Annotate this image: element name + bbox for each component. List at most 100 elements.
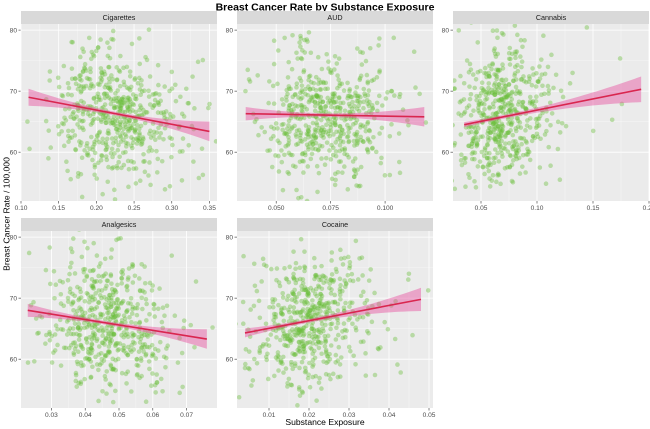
- data-point: [242, 365, 248, 371]
- data-point: [113, 342, 119, 347]
- data-point: [69, 66, 75, 71]
- data-point: [49, 333, 55, 339]
- data-point: [329, 272, 335, 277]
- data-point: [273, 153, 278, 158]
- data-point: [298, 44, 303, 49]
- data-point: [367, 139, 373, 145]
- data-point: [327, 285, 332, 291]
- data-point: [301, 68, 307, 73]
- data-point: [160, 305, 166, 311]
- data-point: [544, 128, 549, 134]
- data-point: [73, 343, 79, 349]
- data-point: [495, 139, 501, 145]
- data-point: [108, 101, 114, 107]
- data-point: [503, 141, 508, 146]
- data-point: [70, 111, 76, 117]
- data-point: [106, 307, 111, 312]
- data-point: [142, 120, 148, 126]
- data-point: [135, 80, 141, 86]
- data-point: [169, 86, 175, 91]
- data-point: [285, 169, 290, 175]
- data-point: [324, 140, 330, 145]
- data-point: [86, 321, 92, 327]
- data-point: [514, 147, 519, 153]
- data-point: [299, 389, 305, 394]
- panel-data: [237, 236, 431, 408]
- data-point: [155, 156, 161, 162]
- data-point: [100, 388, 105, 394]
- data-point: [318, 277, 324, 282]
- data-point: [496, 133, 502, 138]
- data-point: [110, 356, 116, 362]
- data-point: [285, 293, 291, 299]
- data-point: [307, 308, 313, 313]
- data-point: [486, 91, 491, 96]
- data-point: [195, 59, 201, 65]
- data-point: [294, 277, 300, 283]
- data-point: [103, 271, 109, 277]
- data-point: [151, 103, 157, 109]
- data-point: [522, 38, 527, 43]
- data-point: [88, 66, 93, 71]
- data-point: [246, 327, 251, 333]
- data-point: [299, 339, 304, 344]
- data-point: [73, 370, 79, 376]
- data-point: [311, 80, 317, 86]
- data-point: [81, 84, 86, 89]
- data-point: [170, 114, 176, 119]
- data-point: [87, 308, 93, 313]
- data-point: [321, 274, 327, 279]
- data-point: [338, 247, 343, 253]
- data-point: [139, 345, 144, 351]
- data-point: [90, 144, 96, 150]
- data-point: [137, 132, 142, 138]
- data-point: [309, 326, 315, 332]
- data-point: [469, 151, 475, 156]
- data-point: [327, 351, 332, 357]
- data-point: [356, 183, 362, 189]
- data-point: [619, 101, 625, 107]
- data-point: [504, 94, 510, 99]
- data-point: [493, 72, 499, 78]
- data-point: [185, 100, 191, 106]
- data-point: [271, 61, 277, 67]
- data-point: [337, 286, 343, 292]
- data-point: [508, 100, 513, 105]
- data-point: [106, 131, 112, 136]
- data-point: [52, 295, 57, 301]
- data-point: [310, 86, 316, 92]
- data-point: [316, 345, 322, 351]
- data-point: [72, 116, 77, 121]
- data-point: [149, 148, 155, 153]
- data-point: [104, 283, 109, 289]
- data-point: [116, 347, 122, 352]
- data-point: [317, 297, 323, 303]
- data-point: [148, 332, 154, 337]
- data-point: [499, 121, 505, 127]
- data-point: [150, 283, 155, 288]
- data-point: [516, 99, 522, 105]
- data-point: [55, 326, 60, 332]
- data-point: [310, 298, 315, 303]
- data-point: [490, 62, 495, 67]
- data-point: [347, 103, 353, 109]
- data-point: [85, 292, 91, 297]
- data-point: [316, 81, 321, 86]
- data-point: [518, 91, 523, 97]
- data-point: [111, 96, 117, 102]
- data-point: [333, 116, 339, 121]
- data-point: [337, 106, 343, 111]
- data-point: [491, 127, 497, 132]
- data-point: [125, 300, 131, 306]
- data-point: [492, 46, 497, 51]
- data-point: [90, 294, 96, 300]
- data-point: [252, 356, 257, 362]
- x-tick-label: 0.15: [52, 205, 65, 212]
- data-point: [98, 311, 103, 317]
- data-point: [321, 80, 327, 86]
- data-point: [365, 92, 371, 98]
- data-point: [312, 108, 318, 114]
- data-point: [116, 312, 121, 318]
- data-point: [481, 88, 486, 93]
- data-point: [86, 356, 92, 362]
